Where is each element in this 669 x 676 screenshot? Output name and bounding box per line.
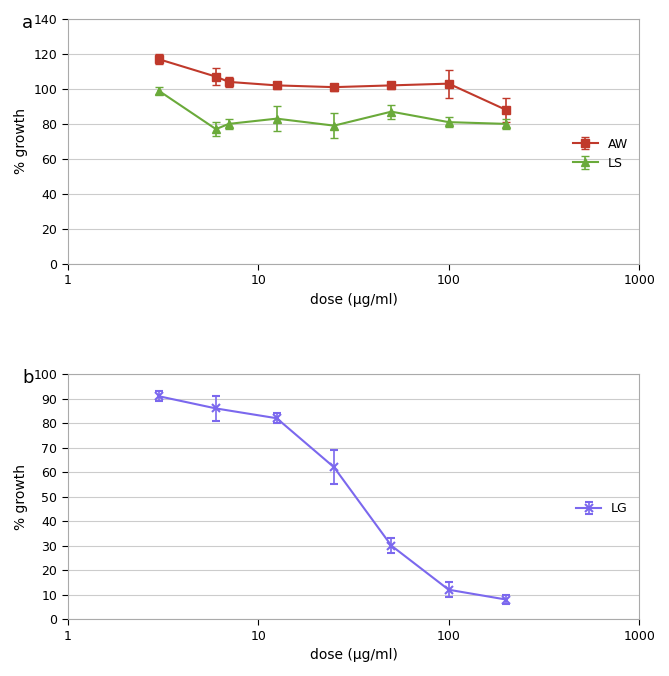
X-axis label: dose (μg/ml): dose (μg/ml) <box>310 293 397 307</box>
Y-axis label: % growth: % growth <box>14 464 28 529</box>
X-axis label: dose (μg/ml): dose (μg/ml) <box>310 648 397 662</box>
Text: b: b <box>22 369 33 387</box>
Text: a: a <box>22 14 33 32</box>
Legend: AW, LS: AW, LS <box>568 132 633 175</box>
Legend: LG: LG <box>571 498 633 521</box>
Y-axis label: % growth: % growth <box>14 108 28 174</box>
